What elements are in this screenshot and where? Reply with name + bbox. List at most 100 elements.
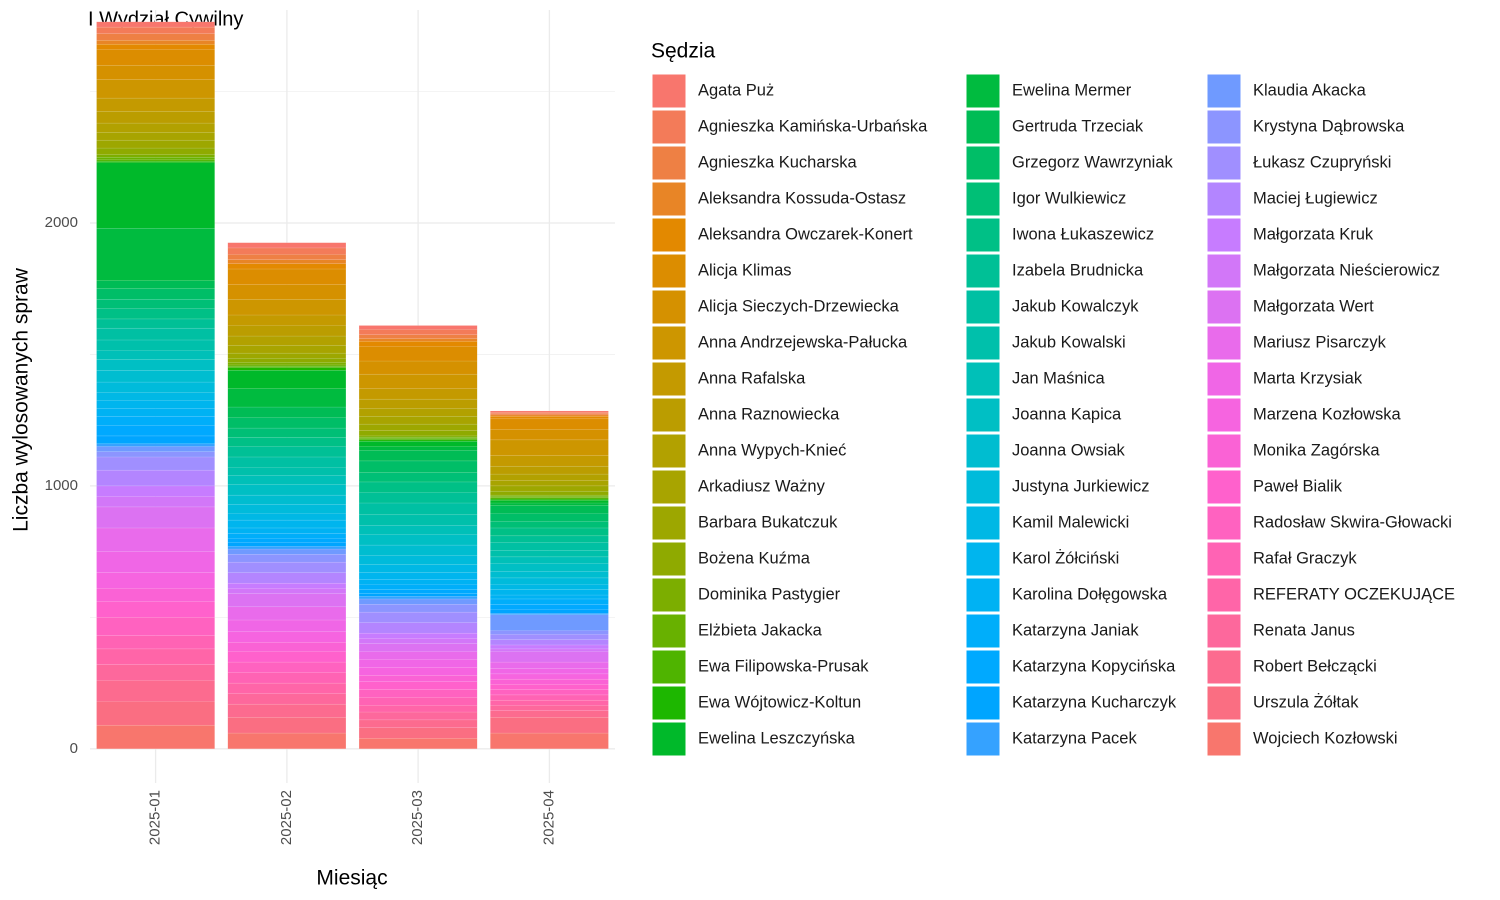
legend-label: Ewelina Mermer bbox=[1012, 81, 1132, 99]
bar-segment bbox=[358, 329, 478, 335]
bar-segment bbox=[96, 65, 215, 80]
bar-segment bbox=[490, 527, 609, 537]
legend-label: Iwona Łukaszewicz bbox=[1012, 225, 1154, 243]
bar-segment bbox=[227, 693, 347, 705]
bar-segment bbox=[358, 555, 478, 565]
legend-swatch bbox=[1206, 721, 1242, 757]
bar-segment bbox=[96, 26, 215, 34]
bar-segment bbox=[358, 423, 478, 431]
bar-segment bbox=[227, 446, 347, 458]
legend-label: Kamil Malewicki bbox=[1012, 513, 1129, 531]
legend-swatch bbox=[965, 721, 1001, 757]
legend-label: Mariusz Pisarczyk bbox=[1253, 333, 1387, 351]
legend-label: Agnieszka Kucharska bbox=[698, 153, 857, 171]
bar-segment bbox=[358, 341, 478, 347]
bar-segment bbox=[490, 689, 609, 696]
bar-segment bbox=[227, 314, 347, 326]
legend-title: Sędzia bbox=[651, 40, 716, 63]
bar-segment bbox=[358, 681, 478, 690]
legend-label: REFERATY OCZEKUJĄCE bbox=[1253, 585, 1455, 603]
bar-segment bbox=[358, 675, 478, 682]
bar-segment bbox=[490, 455, 609, 467]
bar-segment bbox=[227, 254, 347, 260]
bar-segment bbox=[96, 318, 215, 329]
legend-label: Karolina Dołęgowska bbox=[1012, 585, 1168, 603]
legend-label: Robert Bełczącki bbox=[1253, 657, 1377, 675]
bar-segment bbox=[227, 284, 347, 300]
bar-segment bbox=[490, 485, 609, 492]
legend-label: Alicja Sieczych-Drzewiecka bbox=[698, 297, 900, 315]
legend-swatch bbox=[965, 361, 1001, 397]
legend-label: Agnieszka Kamińska-Urbańska bbox=[698, 117, 928, 135]
bar-segment bbox=[358, 346, 478, 362]
bar-segment bbox=[358, 325, 478, 330]
bar-segment bbox=[96, 724, 215, 750]
legend-label: Izabela Brudnicka bbox=[1012, 261, 1144, 279]
legend-swatch bbox=[1206, 73, 1242, 109]
bar-segment bbox=[96, 648, 215, 665]
legend-label: Urszula Żółtak bbox=[1253, 692, 1359, 711]
bar-segment bbox=[490, 490, 609, 496]
bar-segment bbox=[358, 502, 478, 516]
bar-segment bbox=[227, 475, 347, 485]
y-tick-label: 0 bbox=[70, 740, 78, 757]
bar-segment bbox=[490, 699, 609, 706]
bar-segment bbox=[227, 456, 347, 468]
bar-segment bbox=[227, 504, 347, 514]
legend-swatch bbox=[965, 181, 1001, 217]
bar-segment bbox=[490, 542, 609, 551]
bar-segment bbox=[227, 661, 347, 673]
bar-segment bbox=[227, 335, 347, 346]
legend-label: Jakub Kowalczyk bbox=[1012, 297, 1139, 315]
x-tick-label: 2025-02 bbox=[278, 790, 295, 845]
bar-segment bbox=[490, 480, 609, 487]
y-tick-label: 2000 bbox=[45, 214, 78, 231]
legend-swatch bbox=[651, 721, 687, 757]
bar-segment bbox=[358, 492, 478, 504]
bar-segment bbox=[96, 228, 215, 282]
bar-segment bbox=[96, 308, 215, 320]
bar-segment bbox=[227, 388, 347, 408]
bar-segment bbox=[227, 542, 347, 547]
bar-segment bbox=[96, 635, 215, 650]
legend-label: Łukasz Czupryński bbox=[1253, 153, 1391, 171]
bar-segment bbox=[490, 521, 609, 529]
legend-swatch bbox=[651, 433, 687, 469]
bar-segment bbox=[490, 589, 609, 596]
legend-swatch bbox=[965, 253, 1001, 289]
bar-segment bbox=[490, 473, 609, 481]
bar-segment bbox=[490, 410, 609, 413]
bar-segment bbox=[490, 644, 609, 650]
bar-segment bbox=[358, 596, 478, 600]
bar-segment bbox=[358, 638, 478, 644]
bar-segment bbox=[96, 551, 215, 573]
legend-label: Aleksandra Kossuda-Ostasz bbox=[698, 189, 906, 207]
bar-segment bbox=[227, 527, 347, 534]
bar-segment bbox=[96, 416, 215, 426]
legend-label: Arkadiusz Ważny bbox=[698, 477, 826, 495]
bar-segment bbox=[96, 350, 215, 360]
bar-segment bbox=[358, 534, 478, 546]
bar-segment bbox=[96, 680, 215, 702]
bar-segment bbox=[490, 673, 609, 680]
bar-segment bbox=[227, 651, 347, 663]
bar-segment bbox=[490, 710, 609, 718]
legend-label: Agata Puż bbox=[698, 81, 774, 99]
bar-segment bbox=[227, 263, 347, 270]
bar-segment bbox=[358, 398, 478, 409]
bar-segment bbox=[358, 360, 478, 375]
bar-segment bbox=[490, 717, 609, 734]
legend-label: Bożena Kuźma bbox=[698, 549, 811, 567]
bar-segment bbox=[490, 634, 609, 640]
legend-label: Paweł Bialik bbox=[1253, 477, 1343, 495]
bar-segment bbox=[358, 689, 478, 698]
bar-segment bbox=[227, 572, 347, 584]
bar-segment bbox=[358, 589, 478, 594]
bar-segment bbox=[358, 446, 478, 451]
bar-segment bbox=[358, 651, 478, 660]
bar-segment bbox=[227, 588, 347, 594]
bar-segment bbox=[96, 157, 215, 161]
bar-segment bbox=[358, 632, 478, 639]
legend-label: Ewelina Leszczyńska bbox=[698, 729, 856, 747]
